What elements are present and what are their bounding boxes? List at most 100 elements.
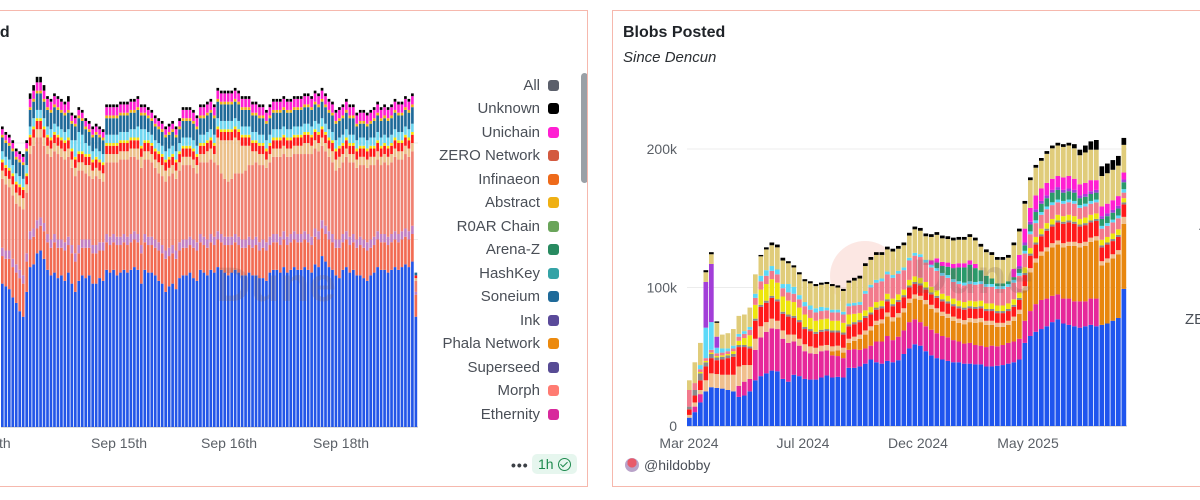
- bar-segment-gray[interactable]: [907, 285, 912, 288]
- bar-segment-pink[interactable]: [742, 333, 747, 339]
- bar-segment-arena-z[interactable]: [1039, 203, 1044, 213]
- bar-segment-base[interactable]: [868, 359, 874, 426]
- bar-segment-unichain[interactable]: [313, 93, 317, 102]
- bar-segment-red[interactable]: [251, 143, 254, 152]
- bar-segment-salmon[interactable]: [146, 159, 150, 237]
- bar-segment-soneium[interactable]: [390, 118, 393, 135]
- bar-segment-unknown[interactable]: [769, 242, 775, 246]
- bar-segment-base[interactable]: [237, 272, 240, 427]
- bar-segment-light-blue[interactable]: [237, 120, 240, 130]
- bar-segment-sand[interactable]: [896, 248, 901, 271]
- bar-segment-red[interactable]: [1061, 223, 1066, 244]
- bar-segment-abstract[interactable]: [212, 115, 216, 119]
- bar-segment-beige[interactable]: [25, 184, 28, 193]
- bar-segment-lavender[interactable]: [105, 234, 108, 243]
- bar-segment-beige[interactable]: [1, 170, 4, 179]
- bar-segment-beige[interactable]: [230, 140, 234, 179]
- bar-segment-beige[interactable]: [358, 156, 362, 166]
- bar-segment-sand[interactable]: [758, 256, 764, 276]
- bar-segment-red[interactable]: [879, 308, 885, 320]
- bar-segment-gray[interactable]: [687, 406, 692, 410]
- bar-segment-beige[interactable]: [192, 159, 195, 168]
- bar-segment-sand[interactable]: [753, 274, 758, 294]
- bar-segment-light-blue[interactable]: [160, 145, 164, 155]
- bar-segment-light-blue[interactable]: [358, 137, 362, 146]
- bar-segment-ethernity[interactable]: [874, 341, 879, 363]
- bar-segment-soneium[interactable]: [7, 145, 11, 160]
- bar-segment-abstract[interactable]: [199, 115, 202, 119]
- bar-segment-light-blue[interactable]: [846, 303, 852, 307]
- bar-segment-abstract[interactable]: [157, 126, 161, 130]
- bar-segment-light-blue[interactable]: [989, 284, 995, 287]
- bar-segment-ethernity[interactable]: [901, 330, 907, 354]
- bar-segment-unknown[interactable]: [1033, 164, 1039, 168]
- bar-segment-red[interactable]: [153, 151, 157, 160]
- bar-segment-lavender[interactable]: [282, 231, 286, 240]
- bar-segment-base[interactable]: [393, 267, 397, 427]
- bar-segment-unknown[interactable]: [261, 104, 265, 108]
- bar-segment-yellow[interactable]: [852, 313, 857, 323]
- bar-segment-yellow[interactable]: [929, 286, 934, 293]
- bar-segment-soneium[interactable]: [140, 115, 143, 130]
- bar-segment-phala-network[interactable]: [1110, 258, 1116, 321]
- bar-segment-base[interactable]: [973, 364, 978, 426]
- bar-segment-yellow[interactable]: [84, 154, 88, 157]
- bar-segment-base[interactable]: [995, 365, 1000, 426]
- bar-segment-abstract[interactable]: [35, 90, 39, 94]
- bar-segment-ethernity[interactable]: [1088, 298, 1094, 325]
- bar-segment-yellow[interactable]: [372, 145, 376, 149]
- bar-segment-beige[interactable]: [56, 145, 60, 155]
- bar-segment-orange-red[interactable]: [334, 247, 338, 276]
- bar-segment-red[interactable]: [167, 159, 171, 168]
- bar-segment-unichain[interactable]: [411, 96, 414, 105]
- bar-segment-light-blue[interactable]: [791, 286, 797, 294]
- bar-segment-soneium[interactable]: [306, 107, 310, 124]
- bar-segment-unknown[interactable]: [157, 118, 161, 121]
- bar-segment-beige[interactable]: [146, 151, 150, 160]
- bar-segment-arena-z[interactable]: [962, 267, 967, 283]
- bar-segment-light-blue[interactable]: [4, 156, 8, 166]
- bar-segment-abstract[interactable]: [327, 109, 331, 113]
- bar-segment-unknown[interactable]: [1022, 200, 1028, 204]
- bar-segment-beige[interactable]: [345, 148, 348, 157]
- bar-segment-salmon[interactable]: [285, 156, 289, 237]
- bar-segment-pink[interactable]: [753, 297, 758, 305]
- bar-segment-light-blue[interactable]: [39, 109, 42, 119]
- bar-segment-soneium[interactable]: [171, 131, 174, 146]
- bar-segment-purple[interactable]: [1061, 189, 1066, 193]
- bar-segment-unichain[interactable]: [1028, 207, 1033, 222]
- bar-segment-arena-z[interactable]: [1105, 216, 1110, 224]
- bar-segment-pink[interactable]: [1039, 214, 1044, 229]
- bar-segment-lavender[interactable]: [94, 245, 98, 254]
- bar-segment-lavender[interactable]: [25, 253, 28, 262]
- bar-segment-orange-red[interactable]: [60, 247, 63, 276]
- bar-segment-gray[interactable]: [1105, 242, 1110, 245]
- bar-segment-beige[interactable]: [285, 148, 289, 157]
- bar-segment-beige[interactable]: [233, 137, 237, 174]
- bar-segment-soneium[interactable]: [327, 112, 331, 130]
- bar-segment-unichain[interactable]: [188, 109, 192, 119]
- bar-segment-salmon[interactable]: [348, 162, 352, 237]
- bar-segment-sand[interactable]: [940, 238, 945, 262]
- bar-segment-base[interactable]: [1017, 359, 1022, 426]
- bar-segment-pink[interactable]: [758, 281, 764, 290]
- bar-segment-yellow[interactable]: [348, 143, 352, 146]
- bar-segment-red[interactable]: [84, 156, 88, 166]
- bar-segment-orange-red[interactable]: [400, 239, 404, 268]
- bar-segment-unichain[interactable]: [77, 109, 81, 116]
- bar-segment-unknown[interactable]: [282, 96, 286, 99]
- bar-segment-lavender[interactable]: [39, 217, 42, 226]
- bar-segment-unichain[interactable]: [1061, 177, 1066, 190]
- bar-segment-light-blue[interactable]: [714, 347, 720, 354]
- bar-segment-unichain[interactable]: [279, 101, 282, 110]
- bar-segment-abstract[interactable]: [216, 98, 220, 102]
- bar-segment-base[interactable]: [846, 367, 852, 426]
- bar-segment-gray[interactable]: [824, 329, 830, 332]
- bar-segment-lavender[interactable]: [167, 247, 171, 257]
- bar-segment-lavender[interactable]: [199, 234, 202, 243]
- bar-segment-red[interactable]: [764, 302, 769, 323]
- bar-segment-orange-red[interactable]: [407, 239, 411, 268]
- bar-segment-light-blue[interactable]: [133, 129, 136, 138]
- bar-segment-unknown[interactable]: [929, 234, 934, 237]
- bar-segment-red[interactable]: [105, 145, 108, 155]
